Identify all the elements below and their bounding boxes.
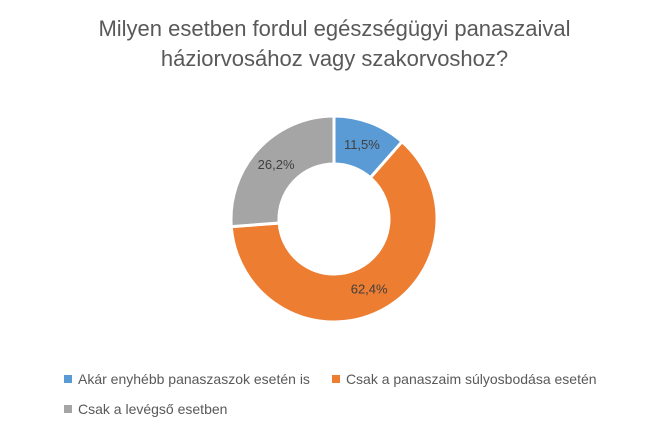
- legend-item-mild: Akár enyhébb panaszaszok esetén is: [64, 371, 310, 387]
- data-label-last-resort: 26,2%: [258, 157, 295, 172]
- donut-slices: [229, 114, 439, 324]
- legend-item-worsening: Csak a panaszaim súlyosbodása esetén: [331, 371, 597, 387]
- chart-title: Milyen esetben fordul egészségügyi panas…: [0, 14, 669, 74]
- donut-slice-worsening: [229, 139, 439, 324]
- data-label-worsening: 62,4%: [351, 282, 388, 297]
- data-label-mild: 11,5%: [344, 137, 380, 152]
- chart-title-line-2: háziorvosához vagy szakorvoshoz?: [160, 46, 509, 71]
- legend-item-last-resort: Csak a levégső esetben: [64, 401, 227, 417]
- legend-label-worsening: Csak a panaszaim súlyosbodása esetén: [345, 371, 597, 387]
- legend-label-mild: Akár enyhébb panaszaszok esetén is: [78, 371, 310, 387]
- donut-slice-last-resort: [229, 114, 336, 229]
- legend-swatch-worsening: [331, 375, 340, 383]
- legend-row-2: Csak a levégső esetben: [64, 394, 644, 424]
- legend-swatch-mild: [64, 375, 72, 383]
- legend: Akár enyhébb panaszaszok esetén is Csak …: [64, 364, 644, 424]
- legend-row-1: Akár enyhébb panaszaszok esetén is Csak …: [64, 364, 644, 394]
- legend-label-last-resort: Csak a levégső esetben: [78, 401, 228, 417]
- donut-labels: 11,5% 62,4% 26,2%: [258, 137, 388, 297]
- chart-title-line-1: Milyen esetben fordul egészségügyi panas…: [98, 16, 571, 41]
- legend-swatch-last-resort: [64, 405, 72, 413]
